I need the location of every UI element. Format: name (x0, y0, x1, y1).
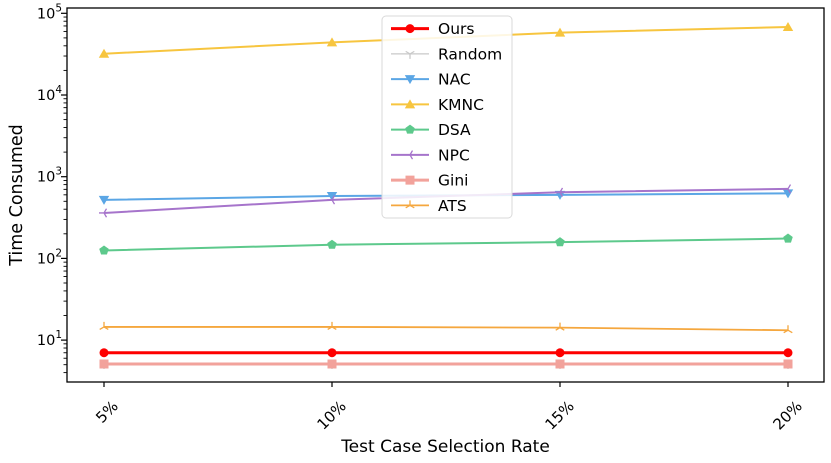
series-ours (99, 348, 793, 358)
series-marker-gini (783, 359, 793, 369)
series-dsa (99, 233, 793, 255)
series-line-dsa (103, 237, 789, 252)
legend-entry-kmnc: KMNC (391, 96, 484, 114)
series-marker-ours (555, 348, 565, 358)
series-marker-ats (555, 322, 565, 331)
legend-marker-dsa-icon (405, 124, 415, 134)
legend-entry-nac: NAC (391, 71, 471, 89)
series-marker-npc (99, 208, 108, 218)
legend-label-npc: NPC (438, 146, 470, 164)
legend-label-ours: Ours (438, 20, 474, 38)
series-marker-nac (782, 189, 794, 199)
series-marker-gini (555, 359, 565, 369)
y-tick-label: 104 (37, 84, 62, 104)
legend-marker-nac-icon (404, 75, 416, 85)
legend-label-random: Random (438, 45, 502, 63)
series-marker-npc (555, 187, 564, 197)
series-gini (99, 359, 793, 369)
y-tick-label: 105 (37, 2, 62, 22)
series-marker-dsa (555, 237, 565, 247)
legend-label-ats: ATS (438, 197, 467, 215)
legend-entry-ats: ATS (391, 197, 467, 215)
series-marker-dsa (783, 233, 793, 243)
series-marker-ats (327, 321, 337, 330)
series-line-ats (104, 326, 789, 332)
y-axis-label: Time Consumed (7, 124, 27, 267)
y-tick-label: 103 (37, 166, 62, 186)
series-marker-ours (783, 348, 793, 358)
legend-label-nac: NAC (438, 71, 471, 89)
series-marker-nac (326, 192, 338, 202)
legend-entry-dsa: DSA (391, 121, 471, 139)
legend-marker-ours-icon (405, 24, 415, 34)
y-tick-label: 101 (37, 329, 62, 349)
series-marker-npc (327, 195, 336, 205)
legend-marker-npc-icon (405, 150, 414, 160)
legend-box (381, 15, 513, 219)
series-marker-nac (98, 195, 110, 205)
series-marker-kmnc (554, 27, 566, 37)
series-ats (99, 321, 793, 334)
legend-marker-kmnc-icon (404, 99, 416, 109)
x-axis-label: Test Case Selection Rate (340, 437, 550, 457)
legend: Ours Random NAC KMNC DSA NPC Gini ATS (381, 15, 513, 219)
series-marker-ats (783, 325, 793, 334)
series-marker-gini (99, 359, 109, 369)
series-marker-ours (327, 348, 337, 358)
series-marker-kmnc (782, 21, 794, 31)
series-marker-gini (327, 359, 337, 369)
series-marker-ours (99, 348, 109, 358)
legend-marker-ats-icon (405, 200, 415, 209)
legend-entry-npc: NPC (391, 146, 470, 164)
legend-entry-gini: Gini (391, 172, 468, 190)
legend-marker-random-icon (405, 50, 415, 59)
axis-ticks (61, 12, 789, 387)
series-marker-dsa (99, 245, 109, 255)
legend-label-gini: Gini (438, 172, 468, 190)
legend-entry-ours: Ours (391, 20, 474, 38)
series-marker-npc (783, 184, 792, 194)
series-marker-kmnc (326, 37, 338, 47)
y-tick-label: 102 (37, 247, 62, 267)
series-marker-kmnc (98, 48, 110, 58)
legend-label-kmnc: KMNC (438, 96, 484, 114)
legend-entry-random: Random (391, 45, 502, 63)
series-marker-dsa (327, 239, 337, 249)
legend-label-dsa: DSA (438, 121, 471, 139)
legend-marker-gini-icon (405, 175, 415, 185)
series-marker-ats (99, 321, 109, 330)
